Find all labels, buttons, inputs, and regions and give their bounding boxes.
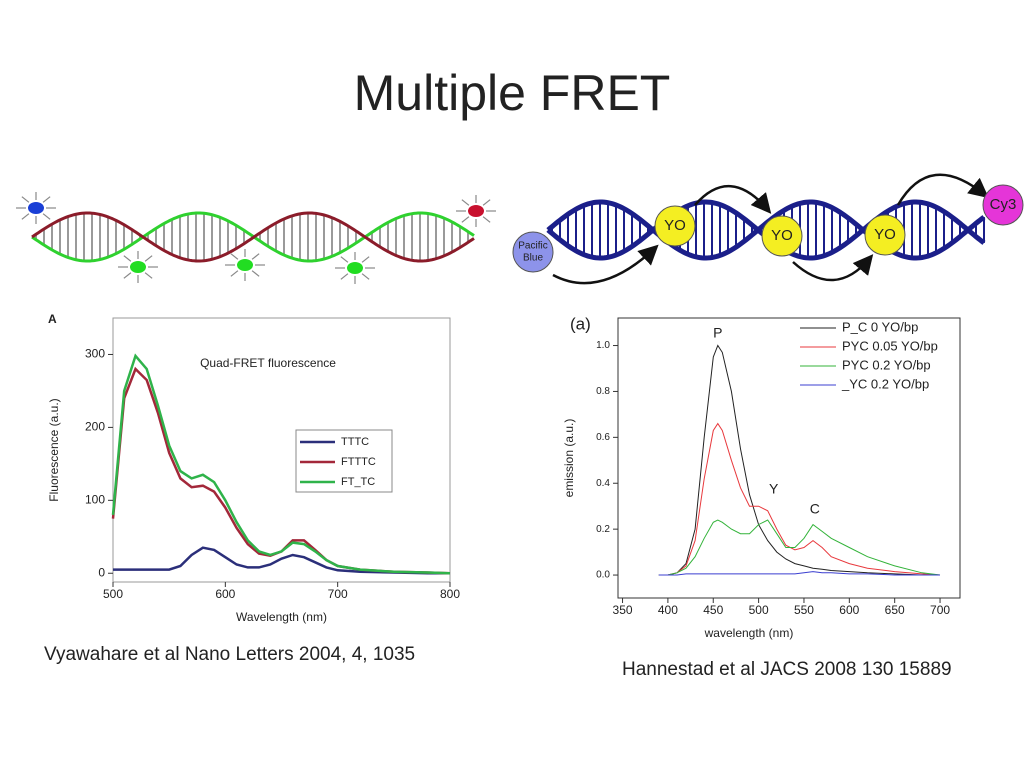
- strand: [31, 211, 475, 263]
- dye: [130, 261, 146, 273]
- series-line: [658, 344, 940, 576]
- fluorophore-label: YO: [874, 226, 896, 243]
- fluorophore-label: Cy3: [990, 196, 1017, 213]
- plot-frame: [617, 317, 961, 599]
- dye: [28, 202, 44, 214]
- x-tick-label: 450: [703, 603, 723, 617]
- y-tick-label: 200: [85, 420, 105, 434]
- legend-label: FTTTC: [341, 456, 376, 468]
- x-tick-label: 800: [440, 587, 460, 601]
- y-tick-label: 100: [85, 492, 105, 506]
- energy-transfer-arrow: [694, 185, 772, 214]
- series-line: [111, 353, 451, 575]
- legend-label: TTTC: [341, 436, 369, 448]
- panel-label: (a): [570, 314, 591, 333]
- plot-frame: [112, 317, 451, 583]
- fluorophore-label: Pacific: [518, 241, 547, 252]
- panel-label: A: [48, 312, 57, 326]
- energy-transfer-arrow: [792, 254, 874, 282]
- y-tick-label: 0.4: [596, 478, 610, 489]
- energy-transfer-arrow: [896, 173, 989, 206]
- series-line: [658, 571, 940, 576]
- y-axis-label: emission (a.u.): [562, 419, 576, 498]
- series-line: [113, 546, 450, 575]
- peak-annotation: Y: [769, 481, 779, 497]
- dye-ray: [144, 272, 153, 279]
- fluorophore: [512, 231, 554, 273]
- slide-title: Multiple FRET: [354, 65, 671, 121]
- dye-ray: [361, 256, 370, 263]
- dye-ray: [21, 196, 30, 203]
- legend-label: _YC 0.2 YO/bp: [841, 376, 929, 391]
- y-tick-label: 300: [85, 347, 105, 361]
- y-tick-label: 0.0: [596, 570, 610, 581]
- x-tick-label: 650: [885, 603, 905, 617]
- y-tick-label: 0.8: [596, 386, 610, 397]
- dye-ray: [21, 213, 30, 220]
- dye-ray: [144, 255, 153, 262]
- series-line: [658, 422, 941, 576]
- dye-ray: [340, 256, 349, 263]
- fluorophore: [982, 184, 1024, 226]
- caption: Hannestad et al JACS 2008 130 15889: [622, 659, 952, 680]
- x-tick-label: 500: [103, 587, 123, 601]
- legend-label: PYC 0.05 YO/bp: [842, 338, 938, 353]
- y-tick-label: 0: [98, 565, 105, 579]
- dye-ray: [42, 213, 51, 220]
- y-axis-label: Fluorescence (a.u.): [47, 398, 61, 501]
- caption: Vyawahare et al Nano Letters 2004, 4, 10…: [44, 644, 415, 665]
- fluorophore-label: YO: [664, 217, 686, 234]
- x-tick-label: 600: [839, 603, 859, 617]
- dye-ray: [251, 270, 260, 277]
- x-tick-label: 550: [794, 603, 814, 617]
- legend-label: P_C 0 YO/bp: [842, 319, 918, 334]
- x-tick-label: 350: [613, 603, 633, 617]
- x-tick-label: 500: [749, 603, 769, 617]
- dye-ray: [482, 216, 491, 223]
- dye: [237, 259, 253, 271]
- x-tick-label: 700: [328, 587, 348, 601]
- dye-ray: [482, 199, 491, 206]
- dye-ray: [461, 199, 470, 206]
- fluorophore-label: YO: [771, 227, 793, 244]
- fluorophore-label: Blue: [523, 253, 543, 264]
- dye-ray: [461, 216, 470, 223]
- dye-ray: [230, 253, 239, 260]
- x-axis-label: Wavelength (nm): [236, 610, 327, 624]
- legend-label: PYC 0.2 YO/bp: [842, 357, 931, 372]
- chart: 350 400 450 500 550 600 650 700 0.0 0.2 0.4 0.6 0.8 1…: [562, 314, 961, 640]
- peak-annotation: P: [713, 325, 722, 341]
- dye-ray: [42, 196, 51, 203]
- y-tick-label: 0.6: [596, 432, 610, 443]
- x-tick-label: 600: [215, 587, 235, 601]
- dye-ray: [123, 255, 132, 262]
- dye-ray: [123, 272, 132, 279]
- x-axis-label: wavelength (nm): [704, 626, 794, 640]
- legend-label: FT_TC: [341, 476, 375, 488]
- dye-ray: [230, 270, 239, 277]
- fluorophore: [864, 214, 906, 256]
- y-tick-label: 0.2: [596, 524, 610, 535]
- peak-annotation: C: [810, 501, 820, 517]
- dye: [347, 262, 363, 274]
- chart: 500 600 700 800 0 100 200 300 Wavelength (nm) Flu…: [47, 312, 460, 624]
- fluorophore: [761, 215, 803, 257]
- series-line: [658, 519, 941, 576]
- x-tick-label: 700: [930, 603, 950, 617]
- y-tick-label: 1.0: [596, 340, 610, 351]
- dye: [468, 205, 484, 217]
- energy-transfer-arrow: [552, 244, 659, 285]
- dye-ray: [361, 273, 370, 280]
- fluorophore: [654, 205, 696, 247]
- dye-ray: [340, 273, 349, 280]
- x-tick-label: 400: [658, 603, 678, 617]
- dye-ray: [251, 253, 260, 260]
- chart-title: Quad-FRET fluorescence: [200, 356, 336, 370]
- series-line: [111, 366, 451, 575]
